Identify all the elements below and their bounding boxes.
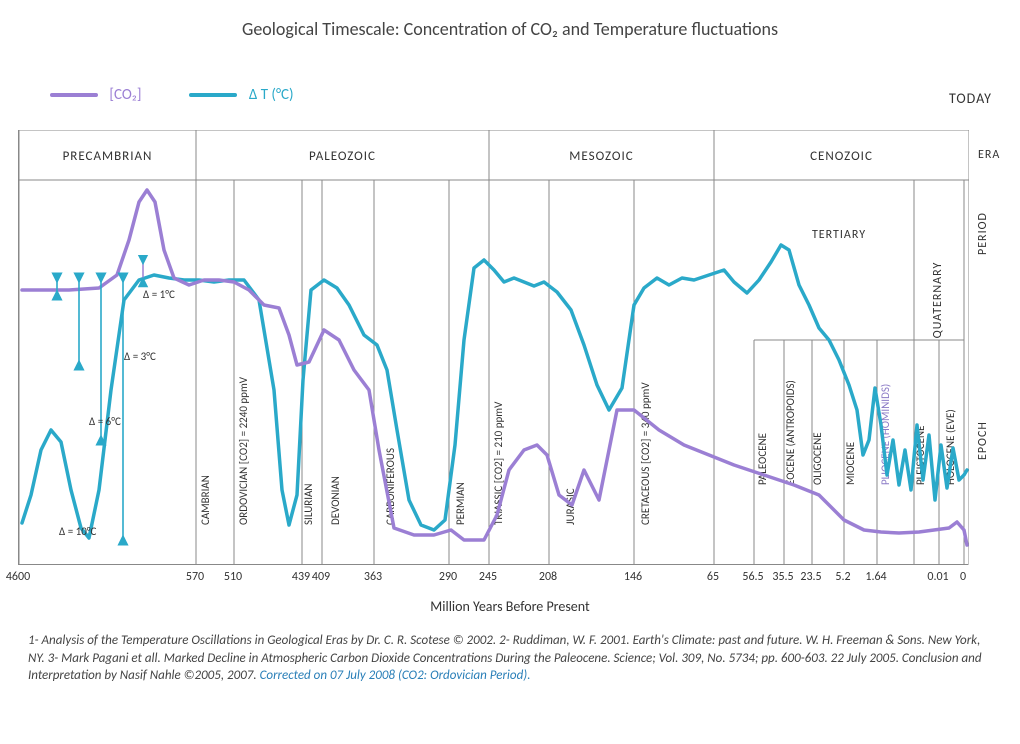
svg-text:EOCENE (ANTROPOIDS): EOCENE (ANTROPOIDS) — [784, 380, 797, 485]
x-ticks: 46005705104394093632902452081466556.535.… — [18, 570, 968, 590]
svg-text:QUATERNARY: QUATERNARY — [931, 262, 945, 339]
x-tick: 409 — [312, 570, 330, 584]
chart-title: Geological Timescale: Concentration of C… — [0, 18, 1020, 40]
svg-text:CRETACEOUS [CO2] = 340 ppmV: CRETACEOUS [CO2] = 340 ppmV — [639, 382, 652, 525]
legend-swatch-dt — [189, 93, 237, 97]
footnote: 1- Analysis of the Temperature Oscillati… — [28, 632, 992, 685]
legend-swatch-co2 — [50, 93, 98, 97]
legend-entry-co2: [CO₂] — [50, 86, 141, 104]
x-tick: 65 — [707, 570, 719, 584]
x-tick: 510 — [224, 570, 242, 584]
footnote-corrected: Corrected on 07 July 2008 (CO2: Ordovici… — [260, 668, 531, 683]
x-tick: 1.64 — [865, 570, 886, 584]
legend-label-co2: [CO₂] — [109, 86, 141, 104]
axis-label-epoch: EPOCH — [976, 421, 990, 460]
svg-text:Δ = 1°C: Δ = 1°C — [143, 288, 175, 301]
svg-text:PALEOZOIC: PALEOZOIC — [309, 149, 376, 164]
x-tick: 146 — [624, 570, 642, 584]
x-tick: 23.5 — [800, 570, 821, 584]
svg-text:Δ = 6°C: Δ = 6°C — [89, 415, 121, 428]
svg-text:PERMIAN: PERMIAN — [454, 482, 467, 525]
legend: [CO₂] Δ T (°C) — [50, 86, 294, 104]
x-tick: 208 — [539, 570, 557, 584]
legend-entry-dt: Δ T (°C) — [189, 86, 293, 104]
svg-text:MIOCENE: MIOCENE — [844, 442, 857, 485]
today-label: TODAY — [949, 90, 992, 107]
svg-text:ORDOVICIAN [CO2] = 2240 ppmV: ORDOVICIAN [CO2] = 2240 ppmV — [237, 376, 250, 525]
axis-label-period: PERIOD — [976, 212, 990, 255]
x-tick: 245 — [479, 570, 497, 584]
x-tick: 35.5 — [772, 570, 793, 584]
plot-area: PRECAMBRIAN PALEOZOIC MESOZOIC CENOZOIC TERT… — [18, 130, 968, 565]
svg-text:Δ = 3°C: Δ = 3°C — [124, 350, 156, 363]
svg-text:PRECAMBRIAN: PRECAMBRIAN — [63, 149, 153, 164]
axis-label-era: ERA — [978, 148, 1000, 162]
plot-svg: PRECAMBRIAN PALEOZOIC MESOZOIC CENOZOIC TERT… — [19, 130, 969, 565]
svg-text:CENOZOIC: CENOZOIC — [810, 149, 873, 164]
svg-text:SILURIAN: SILURIAN — [302, 484, 315, 525]
x-tick: 439 — [292, 570, 310, 584]
x-tick: 570 — [186, 570, 204, 584]
svg-text:Δ = 10°C: Δ = 10°C — [59, 525, 97, 538]
legend-label-dt: Δ T (°C) — [249, 86, 294, 104]
svg-text:TERTIARY: TERTIARY — [812, 228, 866, 242]
svg-text:MESOZOIC: MESOZOIC — [569, 149, 633, 164]
svg-text:CAMBRIAN: CAMBRIAN — [199, 475, 212, 525]
x-tick: 290 — [439, 570, 457, 584]
x-tick: 5.2 — [835, 570, 850, 584]
x-tick: 0.01 — [927, 570, 948, 584]
x-tick: 56.5 — [742, 570, 763, 584]
x-axis-label: Million Years Before Present — [0, 598, 1020, 615]
svg-text:DEVONIAN: DEVONIAN — [329, 476, 342, 525]
chart-area: PRECAMBRIAN PALEOZOIC MESOZOIC CENOZOIC TERT… — [18, 130, 1002, 590]
x-tick: 0 — [960, 570, 966, 584]
x-tick: 363 — [364, 570, 382, 584]
x-tick: 4600 — [6, 570, 30, 584]
svg-text:OLIGOCENE: OLIGOCENE — [811, 432, 824, 485]
